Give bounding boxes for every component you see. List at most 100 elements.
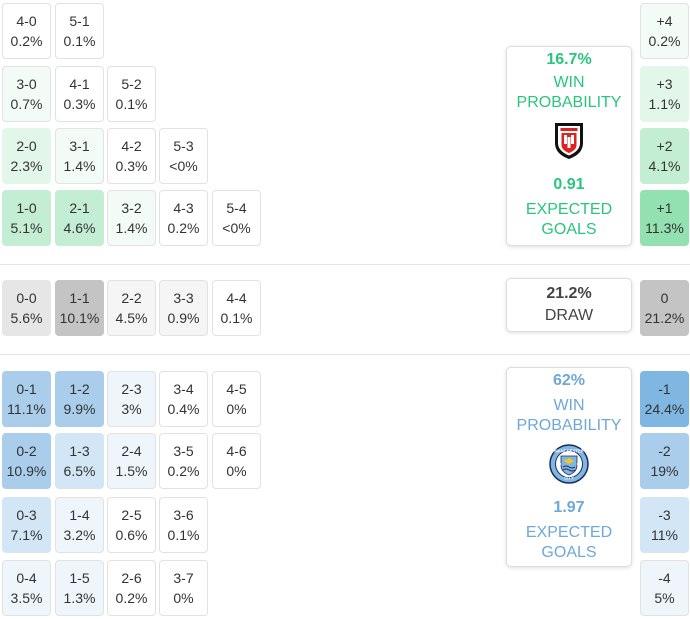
away-scoreline-cell: 3-6 0.1% <box>159 497 208 553</box>
scoreline-probability: <0% <box>222 220 251 236</box>
home-margin-cell: +4 0.2% <box>640 3 689 59</box>
scoreline-probability: 0.1% <box>63 33 96 49</box>
home-scoreline-cell: 1-0 5.1% <box>2 190 51 246</box>
scoreline-label: 0-0 <box>16 290 37 306</box>
fulham-crest-icon <box>552 121 586 166</box>
home-expected-goals-value: 0.91 <box>553 176 585 193</box>
away-scoreline-cell: 3-5 0.2% <box>159 433 208 489</box>
scoreline-probability: 1.5% <box>115 463 148 479</box>
scoreline-probability: 11% <box>651 527 678 543</box>
scoreline-label: 3-7 <box>173 570 194 586</box>
scoreline-label: 0-3 <box>16 507 37 523</box>
scoreline-label: 4-5 <box>226 381 247 397</box>
scoreline-probability: 0.3% <box>63 96 96 112</box>
scoreline-label: 3-6 <box>173 507 194 523</box>
scoreline-label: +1 <box>656 200 673 216</box>
scoreline-label: 1-1 <box>69 290 90 306</box>
away-scoreline-cell: 1-4 3.2% <box>55 497 104 553</box>
scoreline-probability: 9.9% <box>63 401 96 417</box>
away-win-label: WIN <box>553 397 585 414</box>
scoreline-label: 5-4 <box>226 200 247 216</box>
scoreline-probability: 3.2% <box>63 527 96 543</box>
section-divider <box>0 354 690 355</box>
scoreline-probability: 19% <box>650 463 679 479</box>
away-team-panel: 62% WIN PROBABILITY MANCHESTER CITY 1.97… <box>506 367 632 567</box>
away-scoreline-cell: 0-4 3.5% <box>2 560 51 616</box>
section-divider <box>0 264 690 265</box>
home-team-panel: 16.7% WIN PROBABILITY 0.91 EXPECTED GOAL… <box>506 46 632 246</box>
scoreline-probability: 21.2% <box>644 310 685 326</box>
badge-text-bottom: CITY <box>564 476 574 481</box>
scoreline-label: 0-1 <box>16 381 37 397</box>
scoreline-probability: 5.6% <box>10 310 43 326</box>
scoreline-label: 2-6 <box>121 570 142 586</box>
scoreline-probability: 3% <box>121 401 142 417</box>
scoreline-label: 3-5 <box>173 443 194 459</box>
scoreline-probability: 10.9% <box>6 463 47 479</box>
scoreline-label: 4-6 <box>226 443 247 459</box>
scoreline-probability: 1.4% <box>115 220 148 236</box>
scoreline-label: 2-3 <box>121 381 142 397</box>
scoreline-label: 1-3 <box>69 443 90 459</box>
home-goals-label: GOALS <box>541 221 597 238</box>
scoreline-label: 0 <box>660 290 669 306</box>
scoreline-probability: 0.6% <box>115 527 148 543</box>
away-scoreline-cell: 1-3 6.5% <box>55 433 104 489</box>
scoreline-probability: 11.3% <box>645 220 684 236</box>
away-scoreline-cell: 3-4 0.4% <box>159 371 208 427</box>
scoreline-probability: 0.9% <box>167 310 200 326</box>
draw-panel: 21.2% DRAW <box>506 278 632 332</box>
home-margin-cell: +2 4.1% <box>640 128 689 184</box>
scoreline-label: +2 <box>656 138 673 154</box>
home-scoreline-cell: 3-0 0.7% <box>2 66 51 122</box>
scoreline-label: 4-4 <box>226 290 247 306</box>
home-scoreline-cell: 4-0 0.2% <box>2 3 51 59</box>
scoreline-probability: 0.2% <box>167 220 200 236</box>
home-scoreline-cell: 5-4 <0% <box>212 190 261 246</box>
away-scoreline-cell: 2-6 0.2% <box>107 560 156 616</box>
scoreline-label: 4-0 <box>16 13 37 29</box>
home-expected-label: EXPECTED <box>525 201 613 218</box>
scoreline-label: +4 <box>656 13 673 29</box>
scoreline-probability: 1.3% <box>63 590 96 606</box>
scoreline-probability: 0.3% <box>115 158 148 174</box>
home-scoreline-cell: 4-1 0.3% <box>55 66 104 122</box>
away-scoreline-cell: 3-7 0% <box>159 560 208 616</box>
scoreline-label: 3-0 <box>16 76 37 92</box>
scoreline-label: 0-4 <box>16 570 37 586</box>
scoreline-label: 2-4 <box>121 443 142 459</box>
away-scoreline-cell: 4-6 0% <box>212 433 261 489</box>
scoreline-probability: 0% <box>226 463 247 479</box>
home-probability-label: PROBABILITY <box>516 94 622 111</box>
badge-text-top: MANCHESTER <box>554 449 584 454</box>
draw-label: DRAW <box>544 307 594 324</box>
scoreline-probability: 5.1% <box>10 220 43 236</box>
scoreline-probability: 6.5% <box>63 463 96 479</box>
away-expected-label: EXPECTED <box>525 524 613 541</box>
scoreline-probability: 0.2% <box>10 33 43 49</box>
away-expected-goals-value: 1.97 <box>553 499 585 516</box>
away-probability-label: PROBABILITY <box>516 417 622 434</box>
scoreline-probability: 4.6% <box>63 220 96 236</box>
scoreline-label: 2-2 <box>121 290 142 306</box>
scoreline-label: 2-5 <box>121 507 142 523</box>
scoreline-label: 5-3 <box>173 138 194 154</box>
home-win-label: WIN <box>553 74 585 91</box>
home-scoreline-cell: 2-0 2.3% <box>2 128 51 184</box>
away-scoreline-cell: 0-2 10.9% <box>2 433 51 489</box>
scoreline-probability: 0.2% <box>115 590 148 606</box>
away-scoreline-cell: 1-5 1.3% <box>55 560 104 616</box>
home-win-percentage: 16.7% <box>546 51 592 68</box>
away-scoreline-cell: 2-3 3% <box>107 371 156 427</box>
draw-percentage: 21.2% <box>546 285 592 302</box>
home-scoreline-cell: 2-1 4.6% <box>55 190 104 246</box>
home-margin-cell: +1 11.3% <box>640 190 689 246</box>
scoreline-probability: <0% <box>169 158 198 174</box>
scoreline-label: 1-5 <box>69 570 90 586</box>
scoreline-probability: 4.5% <box>115 310 148 326</box>
home-scoreline-cell: 5-3 <0% <box>159 128 208 184</box>
scoreline-label: 1-2 <box>69 381 90 397</box>
scoreline-label: 4-1 <box>69 76 90 92</box>
scoreline-label: -1 <box>658 381 671 397</box>
home-scoreline-cell: 5-1 0.1% <box>55 3 104 59</box>
